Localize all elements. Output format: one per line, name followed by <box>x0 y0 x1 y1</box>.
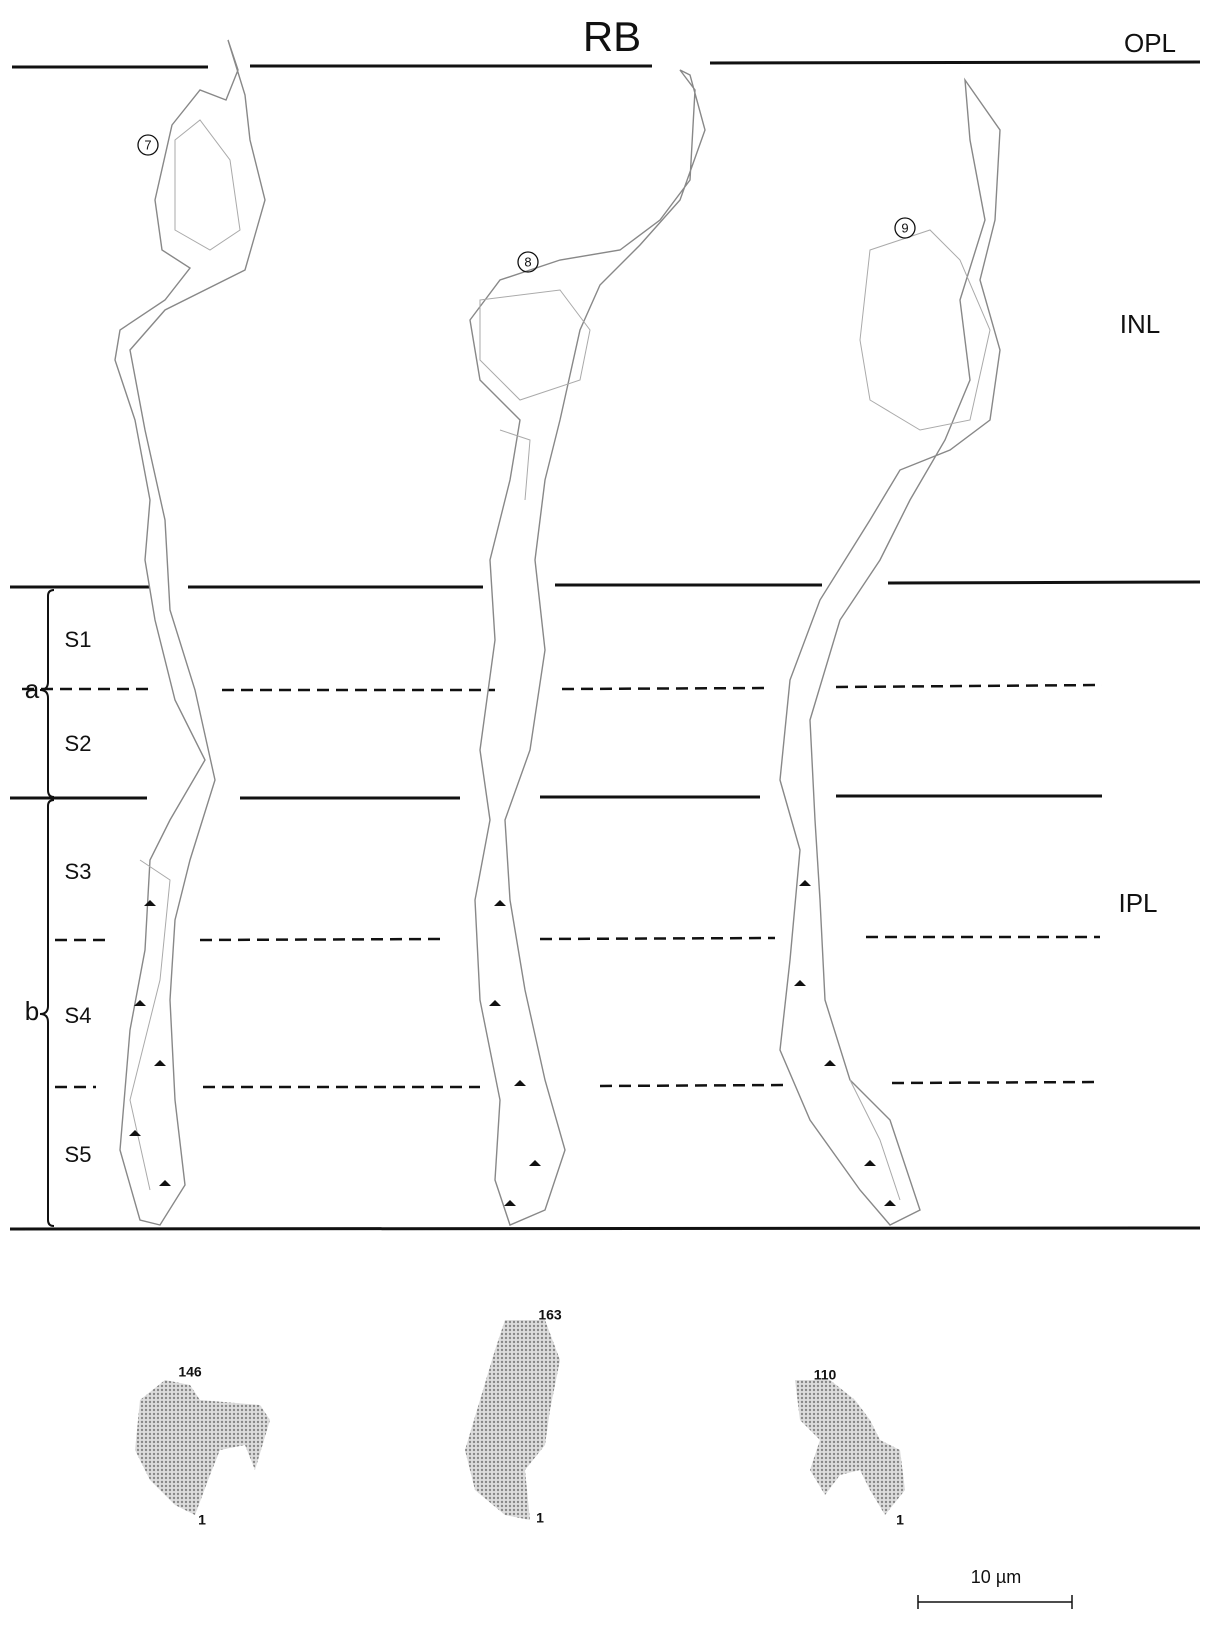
layer-label: OPL <box>1124 28 1176 58</box>
section-count: 1 <box>198 1512 206 1528</box>
sublamina-label: b <box>25 996 39 1026</box>
cell-id: 8 <box>524 254 531 269</box>
layer-lines <box>10 62 1200 1229</box>
sublamina-label: a <box>25 674 40 704</box>
scale-bar-label: 10 µm <box>971 1567 1021 1587</box>
cell-outlines <box>115 40 1000 1225</box>
layer-label: INL <box>1120 309 1160 339</box>
brackets <box>40 590 54 1226</box>
cell-id: 7 <box>144 137 151 152</box>
stratum-label: S1 <box>65 627 92 652</box>
section-count: 1 <box>896 1512 904 1528</box>
section-count: 163 <box>538 1307 562 1323</box>
scale-bar <box>918 1595 1072 1609</box>
layer-label: IPL <box>1118 888 1157 918</box>
stratum-label: S3 <box>65 859 92 884</box>
section-count: 1 <box>536 1510 544 1526</box>
projection-blobs <box>135 1320 905 1520</box>
stratum-label: S5 <box>65 1142 92 1167</box>
figure: RB OPL INL IPL a b S1 S2 S3 S4 S5 7 8 9 … <box>0 0 1224 1626</box>
section-count: 110 <box>814 1367 837 1383</box>
stratum-label: S4 <box>65 1003 92 1028</box>
figure-title: RB <box>583 13 641 60</box>
section-count: 146 <box>178 1364 202 1380</box>
cell-id: 9 <box>901 220 908 235</box>
stratum-label: S2 <box>65 731 92 756</box>
